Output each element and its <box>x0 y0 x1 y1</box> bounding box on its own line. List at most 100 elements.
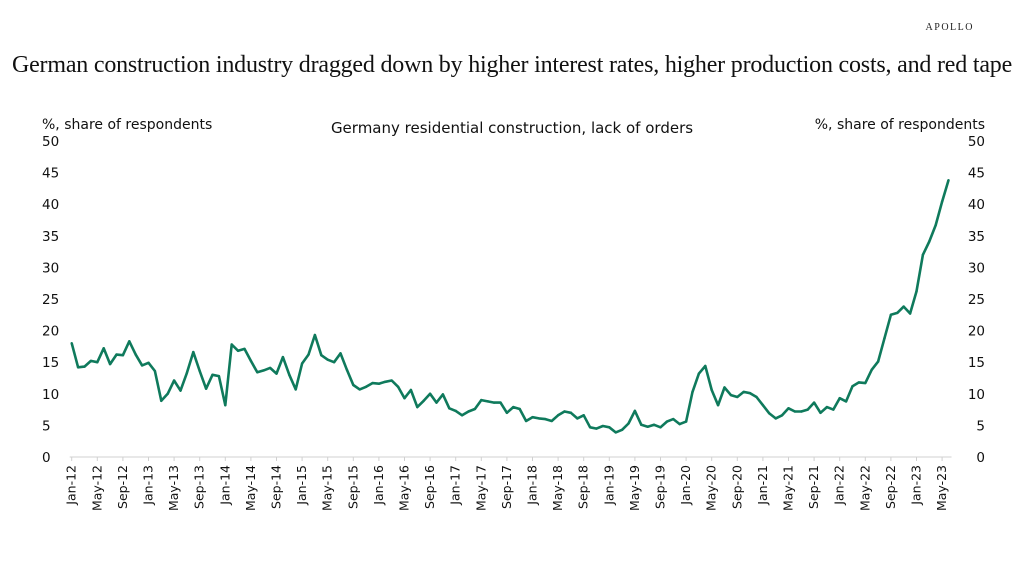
data-point <box>550 419 553 423</box>
x-tick-label: Sep-22 <box>883 465 898 509</box>
data-point <box>371 381 374 385</box>
x-tick-label: Jan-22 <box>832 465 847 506</box>
data-point <box>748 391 752 395</box>
data-point <box>928 240 931 243</box>
data-point <box>352 383 355 387</box>
y-tick-label-right: 10 <box>968 387 985 403</box>
x-tick-label: Sep-13 <box>192 465 207 509</box>
data-point <box>153 369 157 373</box>
data-point <box>505 411 509 414</box>
y-tick-label-right: 40 <box>968 197 985 213</box>
data-point <box>812 401 816 404</box>
data-point <box>576 417 579 420</box>
x-tick-label: Jan-14 <box>217 465 232 506</box>
data-point <box>761 403 765 407</box>
data-point <box>614 431 617 434</box>
x-tick-label: Sep-16 <box>422 465 437 509</box>
y-axis-label-right: %, share of respondents <box>815 117 985 133</box>
y-tick-label-left: 30 <box>42 260 59 276</box>
data-point <box>908 312 912 315</box>
x-tick-label: Jan-12 <box>64 465 79 506</box>
data-point <box>627 422 630 425</box>
data-point <box>441 393 445 396</box>
data-point <box>160 399 163 402</box>
data-point <box>281 355 285 359</box>
x-tick-label: Jan-15 <box>294 465 309 506</box>
x-tick-label: Sep-15 <box>345 465 360 509</box>
x-tick-label: May-18 <box>550 465 565 511</box>
data-point <box>268 366 272 370</box>
x-tick-label: Sep-14 <box>269 465 284 509</box>
data-point <box>518 407 521 411</box>
x-tick-label: Jan-13 <box>141 465 156 506</box>
data-point <box>915 290 918 293</box>
data-point <box>870 368 873 371</box>
data-point <box>121 354 125 357</box>
data-point <box>422 399 425 402</box>
data-point <box>608 426 611 429</box>
data-point <box>89 359 93 363</box>
data-point <box>921 253 925 256</box>
data-point <box>640 423 643 426</box>
data-point <box>320 354 323 357</box>
y-tick-label-right: 15 <box>968 355 985 371</box>
data-point <box>185 371 189 375</box>
y-tick-label-right: 45 <box>968 166 985 182</box>
data-point <box>409 388 413 392</box>
data-point <box>755 395 758 399</box>
data-point <box>492 401 496 404</box>
data-point <box>774 417 777 420</box>
data-point <box>192 350 195 354</box>
data-point <box>96 361 99 364</box>
y-tick-label-left: 10 <box>42 387 59 403</box>
x-tick-label: Jan-17 <box>448 465 463 506</box>
data-point <box>83 365 86 368</box>
x-tick-label: May-13 <box>166 465 181 511</box>
y-tick-label-right: 35 <box>968 229 985 245</box>
data-point <box>697 372 701 375</box>
x-tick-label: May-21 <box>781 465 796 511</box>
data-point <box>294 388 297 391</box>
data-point <box>620 428 624 432</box>
data-point <box>780 414 784 417</box>
data-point <box>704 364 707 368</box>
data-point <box>710 388 713 392</box>
data-point <box>646 425 649 428</box>
data-point <box>416 405 419 409</box>
data-point <box>531 415 534 419</box>
data-point <box>224 403 227 407</box>
data-point <box>819 411 822 414</box>
data-point <box>480 398 483 402</box>
x-tick-label: Jan-16 <box>371 465 386 506</box>
data-point <box>864 381 867 385</box>
x-tick-label: May-12 <box>89 465 104 511</box>
x-tick-label: Sep-12 <box>115 465 130 509</box>
page-title: German construction industry dragged dow… <box>11 52 1013 78</box>
data-point <box>134 353 137 356</box>
x-tick-label: May-16 <box>397 465 412 511</box>
data-point <box>70 342 73 345</box>
y-axis-label-left: %, share of respondents <box>42 117 212 133</box>
data-point <box>166 392 169 395</box>
data-point <box>716 403 720 407</box>
y-tick-label-right: 30 <box>968 260 985 276</box>
data-point <box>499 401 502 404</box>
data-point <box>249 359 253 363</box>
chart-title: Germany residential construction, lack o… <box>331 119 693 137</box>
data-point <box>256 371 259 374</box>
data-point <box>838 397 841 400</box>
y-tick-label-left: 0 <box>42 450 51 466</box>
data-point <box>396 385 400 389</box>
data-point <box>236 349 240 353</box>
y-tick-label-left: 40 <box>42 197 59 213</box>
x-tick-label: Sep-17 <box>499 465 514 509</box>
data-point <box>736 395 739 399</box>
data-point <box>358 388 361 391</box>
data-point <box>896 311 899 315</box>
data-point <box>678 422 681 426</box>
y-tick-label-left: 15 <box>42 355 59 371</box>
data-point <box>198 369 201 373</box>
data-point <box>204 387 208 390</box>
y-tick-label-right: 50 <box>968 134 985 150</box>
